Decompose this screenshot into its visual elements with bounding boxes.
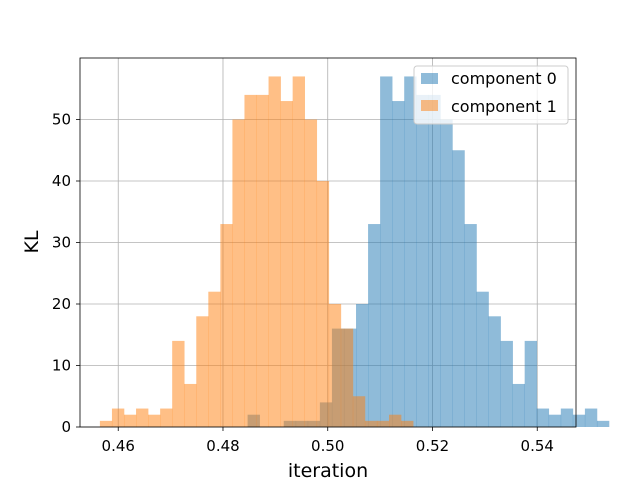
legend-swatch-component-0 <box>421 73 438 84</box>
histogram-bar-component-0 <box>572 414 586 427</box>
histogram-bar-component-1 <box>232 119 245 427</box>
x-tick-label: 0.52 <box>416 437 449 455</box>
histogram-bar-component-1 <box>123 414 137 427</box>
histogram-bar-component-0 <box>560 408 574 427</box>
histogram-bar-component-1 <box>389 414 402 427</box>
histogram-bar-component-1 <box>256 94 269 428</box>
histogram-bar-component-1 <box>208 291 221 427</box>
histogram-bar-component-1 <box>196 316 209 427</box>
histogram-bar-component-1 <box>364 420 378 427</box>
histogram-bar-component-0 <box>512 383 525 427</box>
histogram-bar-component-0 <box>524 340 538 427</box>
histogram-bar-component-1 <box>304 119 318 427</box>
histogram-bar-component-1 <box>136 408 149 427</box>
legend-box <box>413 65 569 125</box>
histogram-bar-component-0 <box>428 94 441 428</box>
histogram-bar-component-1 <box>352 396 366 427</box>
legend: component 0 component 1 <box>413 65 569 125</box>
y-tick-label: 0 <box>61 418 71 436</box>
x-tick-label: 0.50 <box>311 437 344 455</box>
histogram-bar-component-0 <box>452 150 465 427</box>
histogram-bar-component-1 <box>268 76 281 427</box>
histogram-bar-component-1 <box>148 414 161 427</box>
histogram-bar-component-1 <box>376 420 390 427</box>
histogram-bar-component-0 <box>500 340 513 427</box>
x-axis-label: iteration <box>288 460 368 480</box>
legend-swatch-component-1 <box>421 100 438 111</box>
histogram-bar-component-1 <box>172 340 185 427</box>
axis-ticks: 0.46 0.48 0.50 0.52 0.54 0 10 20 30 40 50 <box>52 111 554 456</box>
histogram-bar-component-1 <box>292 76 305 427</box>
histogram-bar-component-0 <box>476 291 489 427</box>
histogram-bar-component-1 <box>316 181 330 427</box>
histogram-bar-component-0 <box>488 316 501 427</box>
histogram-bar-component-0 <box>440 119 453 427</box>
histogram-bar-component-0 <box>368 224 381 427</box>
histogram-bar-component-1 <box>220 224 233 427</box>
histogram-bar-component-1 <box>160 408 173 427</box>
y-tick-label: 30 <box>52 234 71 252</box>
histogram-bar-component-0 <box>596 420 610 427</box>
histogram-bar-component-1 <box>401 420 414 427</box>
x-tick-label: 0.46 <box>102 437 135 455</box>
histogram-bar-component-0 <box>404 76 417 427</box>
y-tick-label: 50 <box>52 111 71 129</box>
histogram-bar-component-1 <box>280 101 293 428</box>
histogram-bar-component-0 <box>392 101 405 428</box>
histogram-bar-component-1 <box>340 328 354 427</box>
histogram-bar-component-1 <box>111 408 125 427</box>
legend-label-component-0: component 0 <box>451 69 557 88</box>
y-axis-label: KL <box>21 230 43 253</box>
histogram-bar-component-0 <box>380 76 393 427</box>
histogram-bars <box>99 76 610 428</box>
histogram-bar-component-1 <box>99 420 113 427</box>
histogram-bar-component-1 <box>184 383 197 427</box>
histogram-bar-component-0 <box>548 414 562 427</box>
y-tick-label: 40 <box>52 172 71 190</box>
histogram-bar-component-0 <box>536 408 550 427</box>
x-tick-label: 0.54 <box>521 437 554 455</box>
histogram-bar-component-1 <box>328 304 342 427</box>
histogram-bar-component-0 <box>416 94 429 428</box>
histogram-bar-component-1 <box>244 94 257 428</box>
histogram-bar-component-0 <box>464 224 477 427</box>
y-tick-label: 20 <box>52 295 71 313</box>
histogram-bar-component-0 <box>584 408 598 427</box>
y-tick-label: 10 <box>52 357 71 375</box>
x-tick-label: 0.48 <box>206 437 239 455</box>
legend-label-component-1: component 1 <box>451 97 557 116</box>
